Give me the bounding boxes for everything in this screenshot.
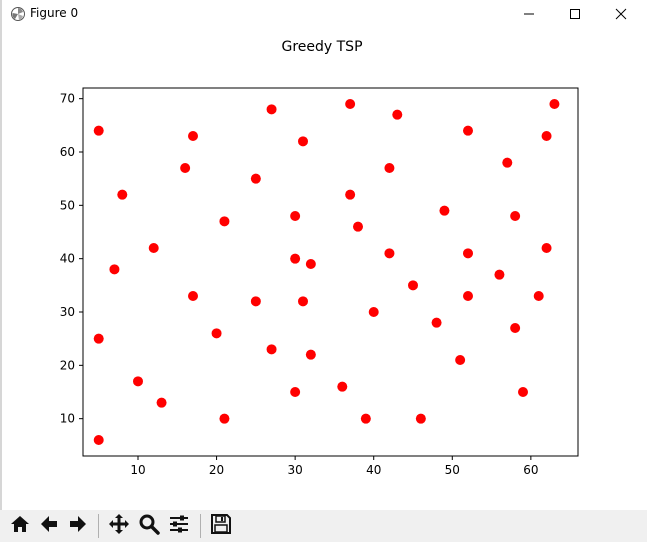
data-point — [408, 280, 418, 291]
data-point — [298, 136, 308, 147]
configure-subplots-icon — [168, 513, 190, 539]
data-point — [266, 344, 277, 355]
data-point — [250, 173, 261, 184]
data-point — [290, 253, 301, 264]
data-point — [109, 264, 120, 275]
data-point — [384, 248, 395, 259]
axis-ticks: 10 20 30 40 50 60 10 20 30 40 50 60 70 — [60, 92, 539, 477]
close-icon — [615, 5, 627, 24]
data-point — [541, 243, 552, 253]
data-point — [93, 125, 104, 136]
data-point — [180, 163, 191, 173]
pan-icon — [108, 513, 130, 539]
data-point — [510, 323, 521, 333]
data-point — [93, 435, 104, 445]
data-point — [219, 216, 230, 227]
data-point — [93, 333, 104, 344]
scatter-chart: Greedy TSP 10 20 30 40 50 60 10 20 30 40 50 60 70 — [60, 39, 579, 477]
data-point — [439, 205, 450, 216]
minimize-button[interactable] — [506, 0, 552, 28]
minimize-icon — [523, 5, 535, 24]
data-point — [533, 291, 544, 301]
data-point — [549, 99, 560, 109]
data-point — [290, 211, 301, 221]
maximize-button[interactable] — [552, 0, 598, 28]
window-title: Figure 0 — [30, 6, 79, 20]
navigation-toolbar — [0, 510, 647, 542]
data-point — [510, 211, 521, 221]
configure-subplots-button[interactable] — [165, 513, 193, 539]
y-tick-label: 40 — [60, 252, 75, 266]
data-point — [188, 291, 198, 301]
data-point — [345, 99, 356, 109]
x-tick-label: 10 — [130, 463, 145, 477]
data-point — [494, 269, 505, 280]
matplotlib-logo-icon — [10, 6, 26, 22]
y-tick-label: 20 — [60, 358, 75, 372]
data-point — [188, 131, 198, 141]
save-icon — [210, 513, 232, 539]
data-point — [219, 413, 230, 424]
data-point — [463, 125, 473, 136]
data-point — [392, 109, 403, 120]
data-point — [431, 317, 442, 328]
window-left-edge — [0, 0, 2, 542]
toolbar-separator — [200, 514, 201, 538]
save-button[interactable] — [207, 513, 235, 539]
x-tick-label: 20 — [209, 463, 224, 477]
x-tick-label: 50 — [445, 463, 460, 477]
data-point — [502, 157, 513, 168]
back-arrow-icon — [38, 513, 60, 539]
maximize-icon — [569, 5, 581, 24]
y-tick-label: 50 — [60, 198, 75, 212]
forward-arrow-icon — [67, 513, 89, 539]
data-point — [360, 413, 371, 424]
y-tick-label: 60 — [60, 145, 75, 159]
data-point — [384, 163, 395, 173]
data-point — [337, 381, 348, 392]
back-button[interactable] — [35, 513, 63, 539]
home-icon — [9, 513, 31, 539]
data-point — [117, 189, 128, 200]
zoom-icon — [138, 513, 160, 539]
figure-canvas[interactable]: Greedy TSP 10 20 30 40 50 60 10 20 30 40 50 60 70 — [2, 28, 647, 510]
data-point — [148, 243, 159, 253]
data-point — [305, 349, 316, 360]
pan-button[interactable] — [105, 513, 133, 539]
data-point — [266, 104, 277, 115]
close-button[interactable] — [598, 0, 644, 28]
data-point — [298, 296, 308, 307]
x-tick-label: 30 — [288, 463, 303, 477]
data-point — [463, 248, 473, 259]
data-point — [455, 355, 466, 365]
y-tick-label: 30 — [60, 305, 75, 319]
data-point — [211, 328, 222, 339]
data-point — [290, 387, 301, 397]
data-point — [415, 413, 426, 424]
toolbar-separator — [98, 514, 99, 538]
data-point — [345, 189, 356, 200]
data-point — [518, 387, 528, 397]
data-point — [133, 376, 143, 387]
chart-title: Greedy TSP — [281, 39, 362, 55]
data-point — [250, 296, 261, 307]
data-point — [156, 397, 167, 408]
home-button[interactable] — [6, 513, 34, 539]
data-point — [353, 221, 363, 232]
title-bar[interactable]: Figure 0 — [2, 0, 647, 28]
data-points — [93, 99, 560, 445]
zoom-button[interactable] — [135, 513, 163, 539]
data-point — [305, 259, 316, 269]
x-tick-label: 40 — [366, 463, 381, 477]
x-tick-label: 60 — [523, 463, 538, 477]
data-point — [463, 291, 473, 301]
forward-button[interactable] — [64, 513, 92, 539]
data-point — [541, 131, 552, 141]
data-point — [368, 307, 379, 317]
y-tick-label: 70 — [60, 92, 75, 106]
y-tick-label: 10 — [60, 412, 75, 426]
